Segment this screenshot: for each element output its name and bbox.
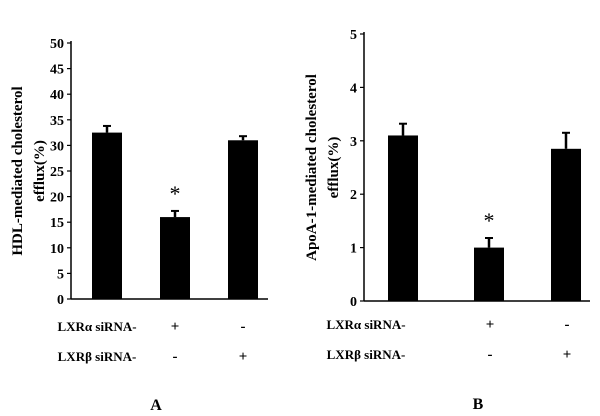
y-tick-label: 3 [350,135,357,150]
significance-marker: * [484,208,495,233]
y-tick-label: 4 [350,81,357,96]
condition-sign: - [241,319,246,335]
y-axis-label: efflux(%) [32,140,48,202]
y-tick-label: 5 [350,28,357,43]
y-tick-label: 5 [57,267,64,282]
bar [228,140,258,299]
y-tick-label: 45 [50,63,64,78]
y-tick-label: 1 [350,242,357,257]
panel-label: A [150,397,162,414]
y-tick-label: 40 [50,88,64,103]
y-axis-label: efflux(%) [326,137,342,199]
y-tick-label: 20 [50,191,64,206]
chart-panel-b: 0 1 2 3 4 5 ApoA-1-mediated cholesterol efflux(… [304,28,590,413]
condition-sign: + [563,347,572,363]
panel-label: B [473,396,484,413]
y-tick-label: 50 [50,37,64,52]
y-tick-label: 25 [50,165,64,180]
condition-label: LXRα siRNA- [57,319,136,334]
y-axis-label: ApoA-1-mediated cholesterol [304,74,320,261]
chart-panel-a: 0 5 10 15 20 25 30 35 40 45 50 HDL-mediated cholest… [10,37,268,414]
condition-label: LXRβ siRNA- [327,347,406,362]
bar [474,247,504,301]
y-tick-label: 0 [57,293,64,308]
condition-sign: - [565,317,570,333]
bar [388,135,418,301]
condition-sign: + [486,317,495,333]
condition-label: LXRβ siRNA- [58,349,137,364]
condition-sign: - [173,349,178,365]
bar [160,217,190,299]
y-tick-label: 35 [50,114,64,129]
bar [551,148,581,301]
condition-label: LXRα siRNA- [326,317,405,332]
condition-sign: - [488,347,493,363]
condition-sign: + [239,349,248,365]
condition-sign: + [171,319,180,335]
significance-marker: * [170,181,181,206]
y-tick-label: 10 [50,242,64,257]
y-axis-label: HDL-mediated cholesterol [10,86,26,255]
y-tick-label: 30 [50,139,64,154]
y-tick-label: 2 [350,188,357,203]
bar [92,132,122,299]
y-tick-label: 0 [350,295,357,310]
y-tick-label: 15 [50,216,64,231]
